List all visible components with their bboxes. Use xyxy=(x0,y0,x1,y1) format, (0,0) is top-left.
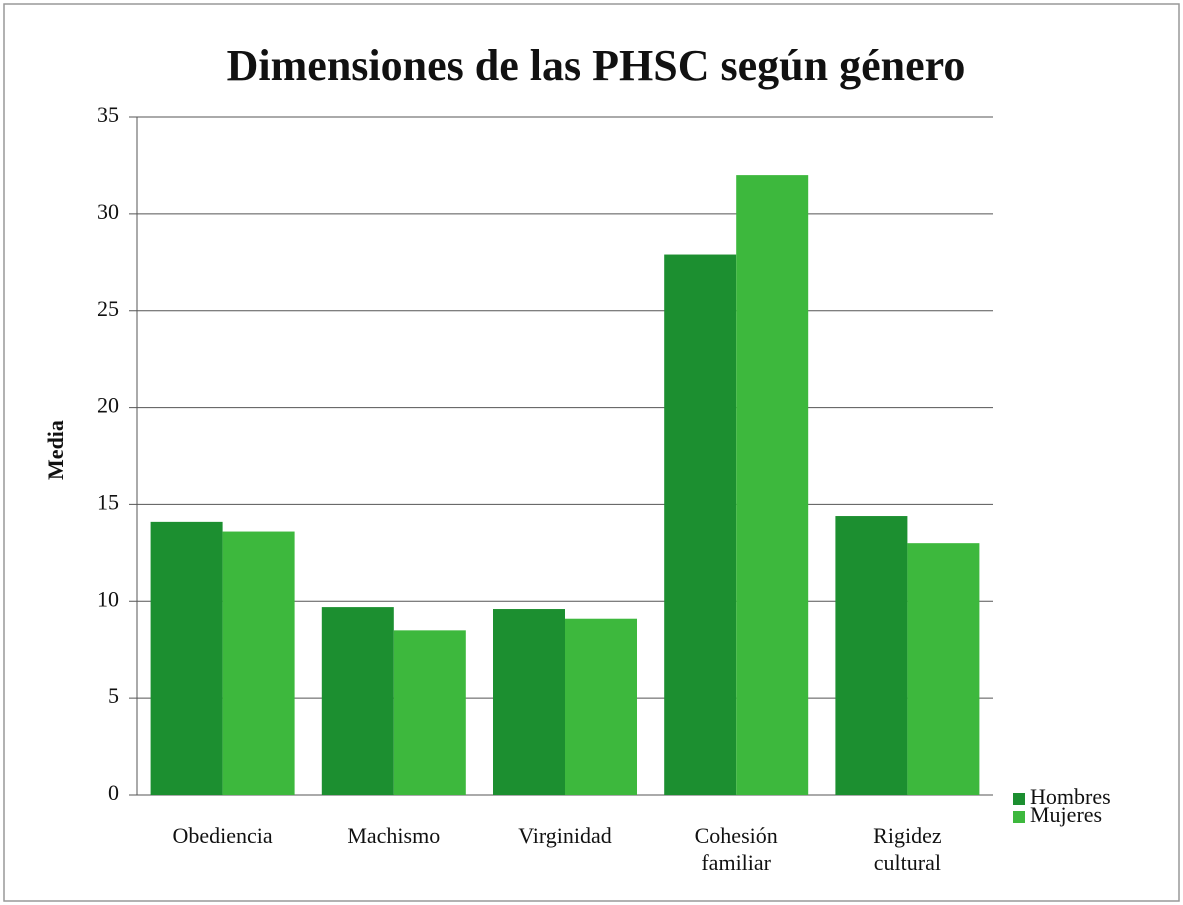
y-tick-label: 35 xyxy=(97,102,119,127)
legend-label: Mujeres xyxy=(1030,802,1102,827)
y-tick-label: 25 xyxy=(97,296,119,321)
y-tick-label: 20 xyxy=(97,393,119,418)
x-tick-label: Machismo xyxy=(347,823,441,848)
frame xyxy=(3,3,1180,902)
y-tick-label: 15 xyxy=(97,489,119,514)
bar xyxy=(736,175,809,796)
bar xyxy=(150,521,223,795)
y-axis-label: Media xyxy=(43,420,68,480)
y-tick-label: 5 xyxy=(108,683,119,708)
x-tick-label: Rigidez cultural xyxy=(873,823,942,875)
legend-label: Hombres xyxy=(1030,784,1111,809)
legend-swatch xyxy=(1013,793,1025,805)
x-tick-label: Cohesión familiar xyxy=(694,823,778,875)
y-tick-label: 0 xyxy=(108,780,119,805)
y-tick-label: 30 xyxy=(97,199,119,224)
bar xyxy=(321,607,394,795)
bar xyxy=(222,531,295,795)
bar xyxy=(565,618,637,795)
chart-title: Dimensiones de las PHSC según género xyxy=(227,41,966,90)
bar xyxy=(493,609,565,795)
y-tick-label: 10 xyxy=(97,586,119,611)
bar xyxy=(393,630,466,795)
bar xyxy=(664,254,737,796)
x-tick-label: Virginidad xyxy=(518,823,612,848)
legend-swatch xyxy=(1013,811,1025,823)
bar xyxy=(835,516,908,795)
bar xyxy=(907,543,980,795)
x-tick-label: Obediencia xyxy=(172,823,273,848)
